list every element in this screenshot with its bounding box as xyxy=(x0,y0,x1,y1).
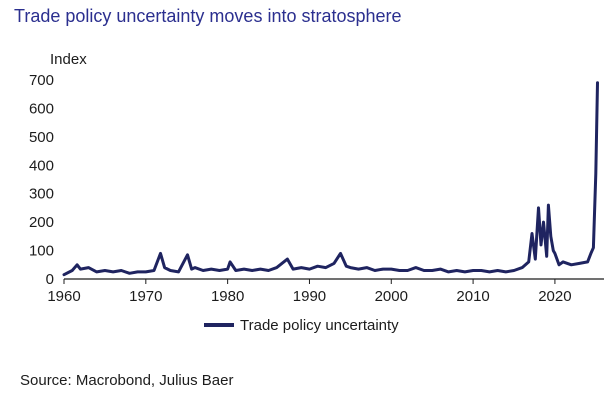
chart-title: Trade policy uncertainty moves into stra… xyxy=(14,6,402,26)
y-tick-label: 0 xyxy=(46,271,54,288)
legend-label: Trade policy uncertainty xyxy=(240,317,399,334)
x-tick-label: 2000 xyxy=(375,288,408,305)
y-tick-label: 100 xyxy=(29,243,54,260)
y-tick-label: 500 xyxy=(29,129,54,146)
y-tick-label: 200 xyxy=(29,214,54,231)
y-tick-label: 400 xyxy=(29,157,54,174)
x-tick-label: 2010 xyxy=(456,288,489,305)
y-tick-label: 700 xyxy=(29,72,54,89)
legend: Trade policy uncertainty xyxy=(204,317,399,334)
x-tick-label: 2020 xyxy=(538,288,571,305)
x-tick-label: 1990 xyxy=(293,288,326,305)
x-tick-label: 1960 xyxy=(47,288,80,305)
y-axis-ticks: 0 100 200 300 400 500 600 700 xyxy=(29,72,54,288)
x-tick-label: 1980 xyxy=(211,288,244,305)
y-axis-label: Index xyxy=(50,51,87,68)
series-line-trade-policy-uncertainty xyxy=(62,81,599,277)
y-tick-label: 300 xyxy=(29,186,54,203)
x-axis-ticks: 1960 1970 1980 1990 2000 2010 2020 xyxy=(47,279,572,305)
x-tick-label: 1970 xyxy=(129,288,162,305)
source-note: Source: Macrobond, Julius Baer xyxy=(20,372,234,389)
y-tick-label: 600 xyxy=(29,100,54,117)
